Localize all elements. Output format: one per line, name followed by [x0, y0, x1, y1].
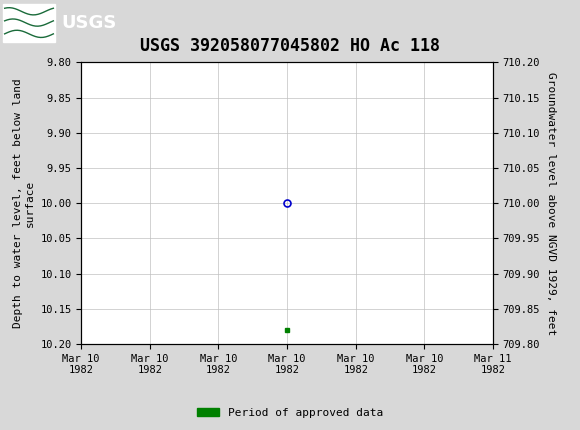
Text: USGS 392058077045802 HO Ac 118: USGS 392058077045802 HO Ac 118: [140, 37, 440, 55]
Bar: [3, 3, 55, 42]
Text: USGS: USGS: [61, 14, 116, 31]
Y-axis label: Groundwater level above NGVD 1929, feet: Groundwater level above NGVD 1929, feet: [546, 71, 556, 335]
Legend: Period of approved data: Period of approved data: [193, 403, 387, 422]
Y-axis label: Depth to water level, feet below land
surface: Depth to water level, feet below land su…: [13, 78, 35, 328]
